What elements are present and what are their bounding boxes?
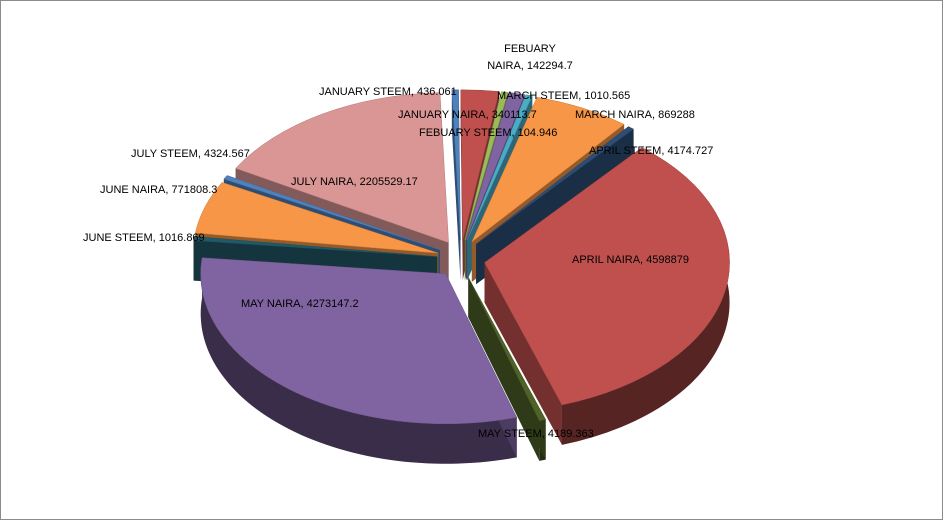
slice-wall-april-naira-1 — [484, 262, 562, 445]
slice-side-may-naira — [200, 257, 517, 464]
slice-april-naira — [484, 147, 730, 406]
label-april-steem: APRIL STEEM, 4174.727 — [589, 145, 713, 157]
slice-june-steem — [193, 236, 438, 257]
label-febuary-naira-line2: NAIRA, 142294.7 — [487, 60, 573, 72]
label-febuary-steem: FEBUARY STEEM, 104.946 — [419, 127, 557, 139]
label-febuary-naira-line1: FEBUARY — [504, 43, 556, 55]
slice-wall-january-steem-0 — [451, 89, 461, 280]
slice-june-naira — [195, 182, 439, 254]
slice-tops-group — [193, 89, 730, 425]
slice-january-naira — [460, 89, 500, 240]
slice-may-steem — [468, 277, 547, 422]
slice-febuary-naira — [465, 92, 526, 241]
label-april-naira: APRIL NAIRA, 4598879 — [572, 254, 689, 266]
slice-july-steem — [223, 175, 441, 250]
label-may-naira: MAY NAIRA, 4273147.2 — [241, 298, 359, 310]
label-may-steem: MAY STEEM, 4189.363 — [478, 428, 594, 440]
slice-april-steem — [476, 126, 635, 245]
slice-july-naira — [235, 92, 449, 243]
slice-wall-may-steem-1 — [468, 277, 540, 461]
slice-march-naira — [471, 97, 625, 243]
slice-march-steem — [466, 94, 533, 241]
slice-side-april-naira — [561, 147, 730, 445]
slice-febuary-steem — [464, 91, 509, 241]
label-june-naira: JUNE NAIRA, 771808.3 — [100, 184, 217, 196]
label-june-steem: JUNE STEEM, 1016.869 — [83, 232, 205, 244]
label-july-steem: JULY STEEM, 4324.567 — [131, 148, 250, 160]
slice-january-steem — [451, 89, 461, 240]
label-march-naira: MARCH NAIRA, 869288 — [575, 109, 695, 121]
label-january-naira: JANUARY NAIRA, 340113.7 — [398, 109, 537, 121]
slice-may-naira — [200, 257, 518, 425]
label-july-naira: JULY NAIRA, 2205529.17 — [291, 176, 418, 188]
label-march-steem: MARCH STEEM, 1010.565 — [497, 90, 630, 102]
label-january-steem: JANUARY STEEM, 436.061 — [319, 86, 457, 98]
